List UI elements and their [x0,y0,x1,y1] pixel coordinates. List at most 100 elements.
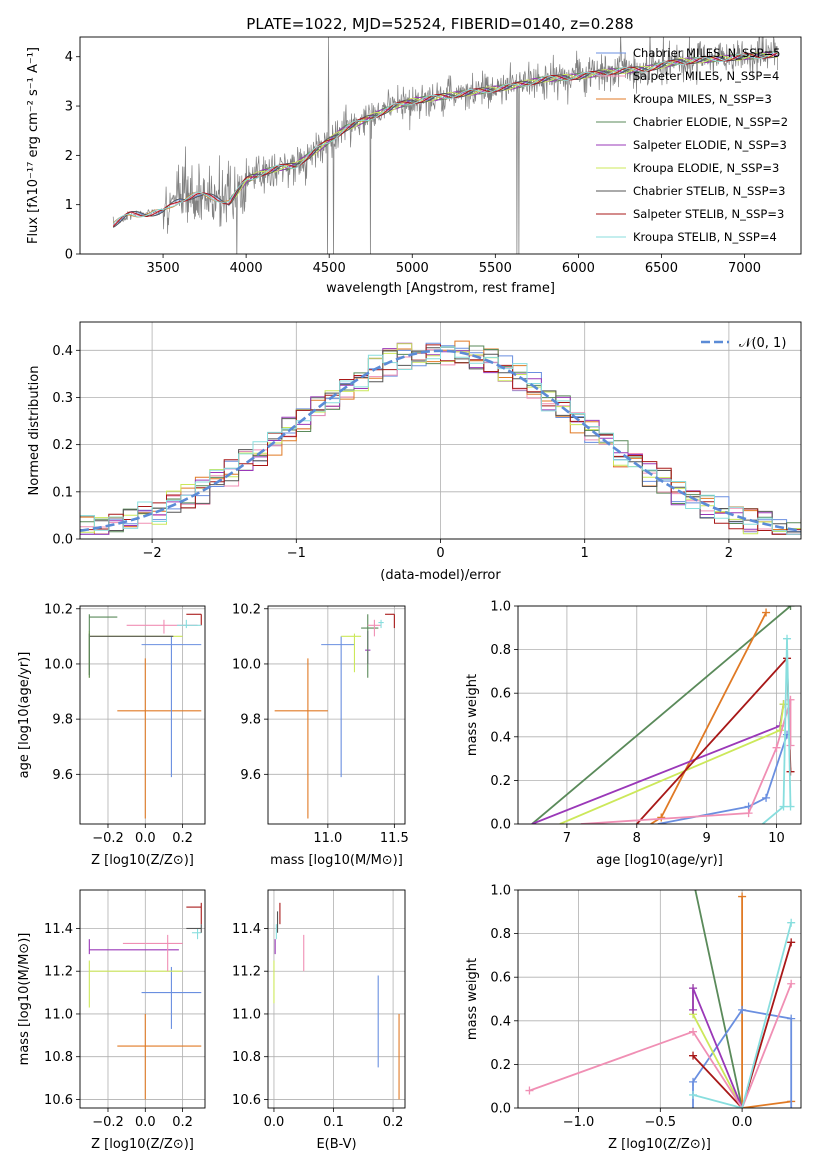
mass_vs_ebv-ytick-label: 10.8 [232,1050,261,1065]
spectrum-legend-label: Chabrier ELODIE, N_SSP=2 [633,115,788,129]
weight_vs_age-plot-area [531,606,795,824]
age_vs_Z-frame [79,605,206,825]
residuals-legend-label: 𝒩(0, 1) [739,336,786,351]
weight_vs_Z-marker-salpeter-miles [525,1086,534,1095]
spectrum-frame [79,36,802,255]
age_vs_mass-ytick-label: 10.2 [232,602,261,617]
spectrum-xtick-label: 4500 [313,261,346,276]
weight_vs_Z-xtick-label: 0.0 [732,1115,753,1130]
age_vs_Z-xlabel: Z [log10(Z/Z⊙)] [91,853,194,868]
weight_vs_age-xtick-label: 9 [703,831,711,846]
residuals-xlabel: (data-model)/error [380,568,501,583]
weight_vs_age-ytick-label: 0.0 [490,818,511,833]
mass_vs_Z-xlabel: Z [log10(Z/Z⊙)] [91,1137,194,1152]
spectrum-legend-label: Salpeter ELODIE, N_SSP=3 [633,138,787,152]
mass_vs_ebv-xtick-label: 0.0 [264,1115,285,1130]
weight_vs_age-marker-salpeter-miles [744,809,753,818]
mass_vs_ebv-xtick-label: 0.1 [323,1115,344,1130]
mass_vs_Z-ytick-label: 10.8 [44,1050,73,1065]
spectrum-legend-label: Chabrier STELIB, N_SSP=3 [633,184,785,198]
age_vs_Z-ytick-label: 9.8 [52,713,73,728]
residuals-ytick-label: 0.2 [52,438,73,453]
weight_vs_age-frame [517,605,802,825]
mass_vs_Z-xtick-label: 0.2 [172,1115,193,1130]
spectrum-axes: 3500 4000 4500 5000 5500 6000 6500 7000 0 1 2 3 4 [65,50,761,276]
age_vs_mass-xtick-label: 11.0 [313,831,342,846]
spectrum-xtick-label: 7000 [728,261,761,276]
mass_vs_Z-ytick-label: 11.2 [44,965,73,980]
spectrum-legend-label: Chabrier MILES, N_SSP=5 [633,46,780,60]
spectrum-ylabel: Flux [fλ10⁻¹⁷ erg cm⁻² s⁻¹ A⁻¹] [26,47,41,244]
age_vs_mass-ytick-label: 9.6 [240,768,261,783]
residuals-normal-curve [80,349,801,532]
weight_vs_age-marker-salpeter-miles [786,741,795,750]
weight_vs_age-xtick-label: 10 [768,831,785,846]
mass_vs_ebv-ytick-label: 11.4 [232,922,261,937]
spectrum-legend-label: Kroupa ELODIE, N_SSP=3 [633,161,779,175]
spectrum-plot-area [112,37,778,254]
mass_vs_Z-xtick-label: 0.0 [135,1115,156,1130]
weight_vs_Z-marker-salpeter-stelib [787,938,796,947]
spectrum-xtick-label: 5500 [479,261,512,276]
weight_vs_age-marker-chabrier-miles [762,793,771,802]
weight_vs_age-marker-chabrier-elodie [786,606,795,610]
residuals-hist-kroupa-stelib [80,346,801,535]
weight_vs_Z-marker-kroupa-stelib [787,918,796,927]
weight_vs_age-ytick-label: 0.6 [490,687,511,702]
mass_vs_Z-ylabel: mass [log10(M/M⊙)] [17,933,32,1066]
residuals-ytick-label: 0.3 [52,391,73,406]
age_vs_mass-plot-area [274,613,395,819]
age_vs_mass-axes: 11.0 11.5 9.6 9.8 10.0 10.2 [232,602,409,846]
residuals-frame [79,321,802,540]
residuals-xtick-label: 0 [436,546,444,561]
weight_vs_age-xlabel: age [log10(age/yr)] [596,853,723,868]
age_vs_Z-ylabel: age [log10(age/yr)] [17,652,32,779]
weight_vs_age-xtick-label: 8 [633,831,641,846]
weight_vs_age-ytick-label: 0.2 [490,774,511,789]
weight_vs_Z-ytick-label: 0.2 [490,1058,511,1073]
spectrum-model-line-salpeter-stelib [112,52,778,227]
age_vs_Z-plot-area [88,613,202,819]
weight_vs_Z-xtick-label: −0.5 [645,1115,677,1130]
spectrum-xtick-label: 6500 [645,261,678,276]
weight_vs_Z-marker-salpeter-miles [787,979,796,988]
mass_vs_ebv-xtick-label: 0.2 [383,1115,404,1130]
weight_vs_age-marker-kroupa-stelib [786,802,795,811]
mass_vs_ebv-ytick-label: 11.2 [232,965,261,980]
spectrum-model-line-kroupa-stelib [112,50,778,225]
spectrum-legend-label: Kroupa STELIB, N_SSP=4 [633,230,777,244]
spectrum-legend-label: Salpeter STELIB, N_SSP=3 [633,207,784,221]
weight_vs_Z-ytick-label: 0.8 [490,927,511,942]
weight_vs_Z-line-chabrier-elodie [694,890,743,1108]
weight_vs_age-ytick-label: 0.4 [490,730,511,745]
age_vs_mass-xlabel: mass [log10(M/M⊙)] [270,853,403,868]
age_vs_Z-axes: −0.2 0.0 0.2 9.6 9.8 10.0 10.2 [44,602,205,846]
mass_vs_Z-axes: −0.2 0.0 0.2 10.6 10.8 11.0 11.2 11.4 [44,890,205,1130]
weight_vs_Z-plot-area [525,890,796,1108]
weight_vs_Z-marker-chabrier-miles [787,1014,796,1023]
weight_vs_Z-xtick-label: −1.0 [563,1115,595,1130]
weight_vs_Z-xlabel: Z [log10(Z/Z⊙)] [608,1137,711,1152]
mass_vs_Z-frame [79,889,206,1109]
age_vs_Z-ytick-label: 9.6 [52,768,73,783]
weight_vs_Z-frame [517,889,802,1109]
residuals-xtick-label: 1 [581,546,589,561]
residuals-xtick-label: −2 [143,546,162,561]
spectrum-xtick-label: 6000 [562,261,595,276]
spectrum-legend-label: Salpeter MILES, N_SSP=4 [633,69,779,83]
mass_vs_ebv-xlabel: E(B-V) [316,1137,356,1152]
residuals-plot-area [80,340,801,535]
weight_vs_age-ytick-label: 0.8 [490,643,511,658]
age_vs_Z-xtick-label: 0.2 [172,831,193,846]
weight_vs_Z-line-kroupa-miles [741,896,792,1108]
residuals-ytick-label: 0.4 [52,344,73,359]
weight_vs_Z-marker-salpeter-stelib [689,1051,698,1060]
residuals-ytick-label: 0.0 [52,533,73,548]
weight_vs_age-xtick-label: 7 [563,831,571,846]
weight_vs_Z-line-salpeter-miles [529,983,793,1108]
weight_vs_Z-ylabel: mass weight [465,958,480,1040]
mass_vs_Z-plot-area [88,902,202,1100]
weight_vs_age-line-kroupa-stelib [762,638,792,824]
age_vs_Z-xtick-label: −0.2 [92,831,124,846]
